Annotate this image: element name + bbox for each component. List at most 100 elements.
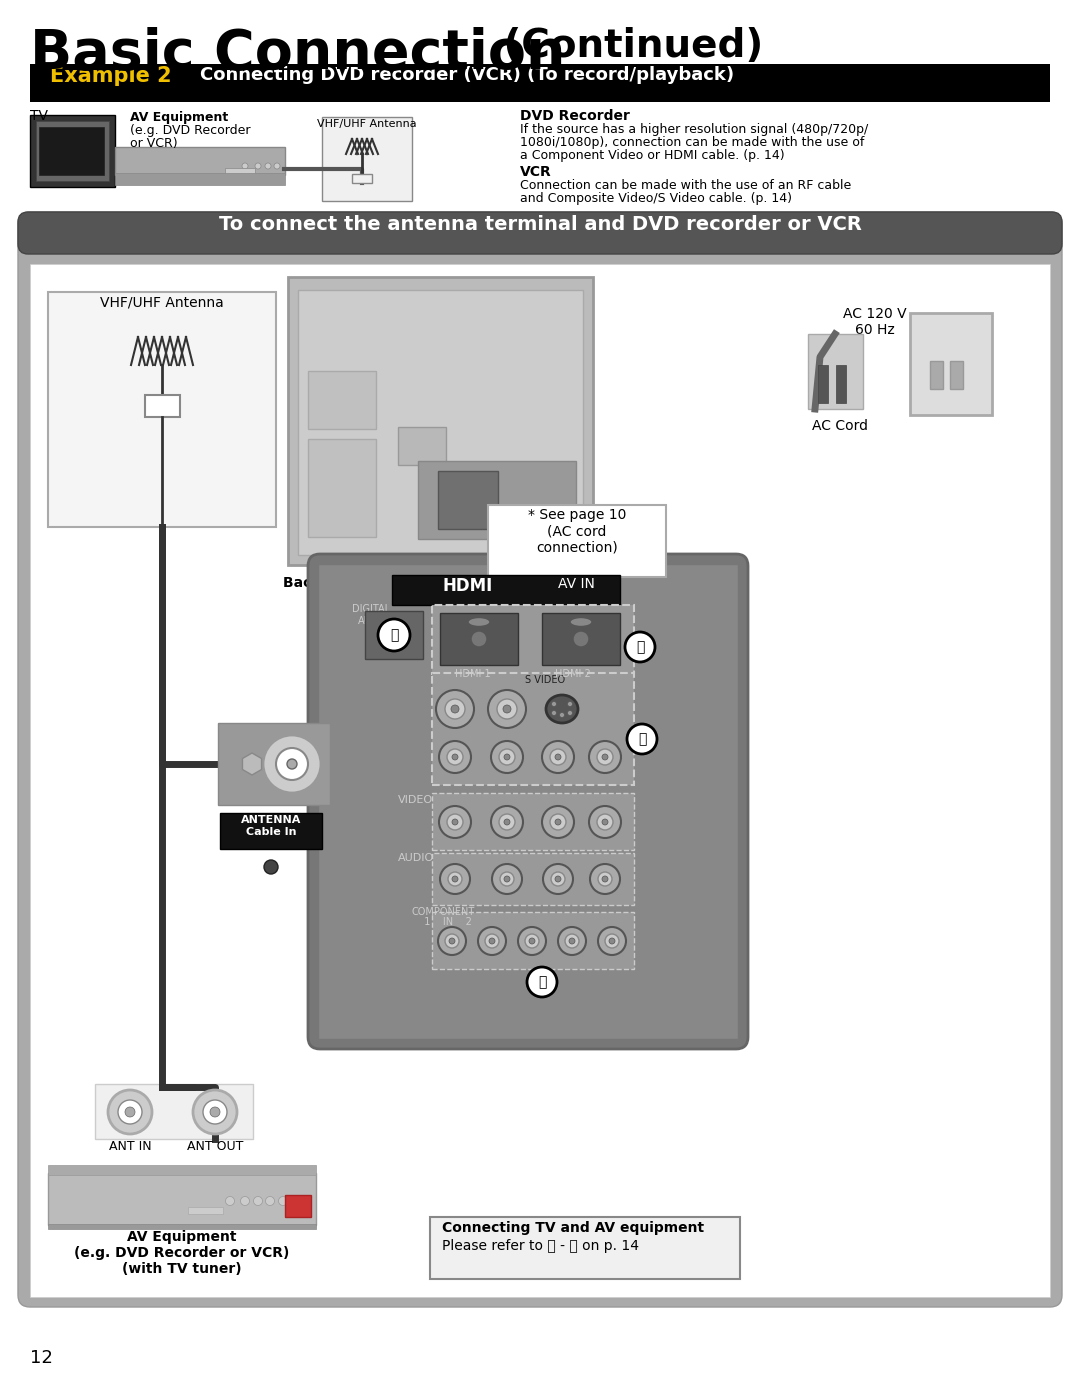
Circle shape: [451, 705, 459, 712]
Circle shape: [504, 754, 510, 760]
Circle shape: [118, 1099, 141, 1125]
Circle shape: [543, 863, 573, 894]
Text: HDMI 1: HDMI 1: [455, 669, 490, 679]
Circle shape: [589, 740, 621, 773]
Bar: [488, 504, 666, 577]
Circle shape: [436, 690, 474, 728]
Bar: [188, 1207, 222, 1214]
Text: or VCR): or VCR): [130, 137, 177, 149]
Circle shape: [550, 749, 566, 766]
Circle shape: [492, 863, 522, 894]
Circle shape: [471, 631, 487, 647]
Bar: [48, 1165, 316, 1175]
Text: Connecting DVD recorder (VCR) (To record/playback): Connecting DVD recorder (VCR) (To record…: [200, 66, 734, 84]
Bar: [288, 277, 593, 564]
Circle shape: [478, 928, 507, 956]
Bar: [48, 1173, 316, 1225]
Circle shape: [565, 935, 579, 949]
Circle shape: [567, 711, 572, 715]
Circle shape: [264, 735, 321, 793]
Circle shape: [504, 819, 510, 826]
Bar: [432, 912, 634, 970]
Text: Please refer to Ⓐ - ⓓ on p. 14: Please refer to Ⓐ - ⓓ on p. 14: [442, 1239, 639, 1253]
Bar: [399, 427, 446, 465]
Circle shape: [552, 711, 556, 715]
Circle shape: [602, 876, 608, 882]
Text: AV Equipment: AV Equipment: [130, 110, 228, 124]
Circle shape: [453, 819, 458, 826]
Circle shape: [590, 863, 620, 894]
Bar: [39, 127, 104, 175]
Circle shape: [445, 935, 459, 949]
FancyBboxPatch shape: [18, 212, 1062, 254]
Circle shape: [602, 754, 608, 760]
Circle shape: [438, 928, 465, 956]
Circle shape: [488, 690, 526, 728]
Text: VHF/UHF Antenna: VHF/UHF Antenna: [318, 119, 417, 129]
Circle shape: [567, 701, 572, 707]
Circle shape: [550, 814, 566, 830]
Circle shape: [438, 740, 471, 773]
Circle shape: [453, 754, 458, 760]
Bar: [930, 360, 943, 388]
Ellipse shape: [468, 617, 490, 626]
Bar: [322, 117, 411, 201]
Circle shape: [559, 712, 565, 718]
Bar: [438, 471, 498, 529]
Text: Ⓒ: Ⓒ: [638, 732, 646, 746]
Bar: [298, 291, 583, 555]
Circle shape: [625, 631, 654, 662]
Bar: [218, 724, 330, 805]
Circle shape: [203, 1099, 227, 1125]
Circle shape: [499, 749, 515, 766]
Bar: [145, 395, 180, 416]
Circle shape: [440, 863, 470, 894]
Ellipse shape: [546, 694, 578, 724]
Bar: [950, 360, 963, 388]
Text: ANTENNA
Cable In: ANTENNA Cable In: [241, 814, 301, 837]
Bar: [808, 334, 863, 409]
Circle shape: [527, 967, 557, 997]
Text: * See page 10
(AC cord
connection): * See page 10 (AC cord connection): [528, 509, 626, 555]
Text: Connecting TV and AV equipment: Connecting TV and AV equipment: [442, 1221, 704, 1235]
Circle shape: [287, 759, 297, 768]
Circle shape: [503, 705, 511, 712]
Circle shape: [558, 928, 586, 956]
Circle shape: [255, 163, 261, 169]
Circle shape: [589, 806, 621, 838]
Circle shape: [605, 935, 619, 949]
Circle shape: [491, 806, 523, 838]
Circle shape: [609, 937, 615, 944]
Text: Ⓐ: Ⓐ: [636, 640, 644, 654]
Bar: [432, 854, 634, 905]
Bar: [318, 564, 738, 1039]
Circle shape: [378, 619, 410, 651]
Bar: [48, 1224, 316, 1229]
Text: (Continued): (Continued): [490, 27, 764, 66]
Bar: [432, 605, 634, 675]
FancyBboxPatch shape: [18, 212, 1062, 1308]
Bar: [440, 613, 518, 665]
Bar: [48, 292, 276, 527]
Circle shape: [598, 872, 612, 886]
Bar: [365, 610, 423, 659]
Circle shape: [542, 806, 573, 838]
Circle shape: [210, 1106, 220, 1118]
Text: ANT OUT: ANT OUT: [187, 1140, 243, 1153]
Circle shape: [525, 935, 539, 949]
Text: DVD Recorder: DVD Recorder: [519, 109, 630, 123]
Text: ⓓ: ⓓ: [538, 975, 546, 989]
Circle shape: [254, 1196, 262, 1206]
Circle shape: [602, 819, 608, 826]
Circle shape: [279, 1196, 287, 1206]
Circle shape: [226, 1196, 234, 1206]
Circle shape: [555, 876, 561, 882]
Bar: [430, 1217, 740, 1280]
Bar: [225, 168, 255, 173]
Circle shape: [552, 701, 556, 707]
Text: (e.g. DVD Recorder: (e.g. DVD Recorder: [130, 124, 251, 137]
Bar: [285, 1194, 311, 1217]
Text: 12: 12: [30, 1350, 53, 1368]
Text: AC Cord: AC Cord: [812, 419, 868, 433]
Circle shape: [265, 163, 271, 169]
